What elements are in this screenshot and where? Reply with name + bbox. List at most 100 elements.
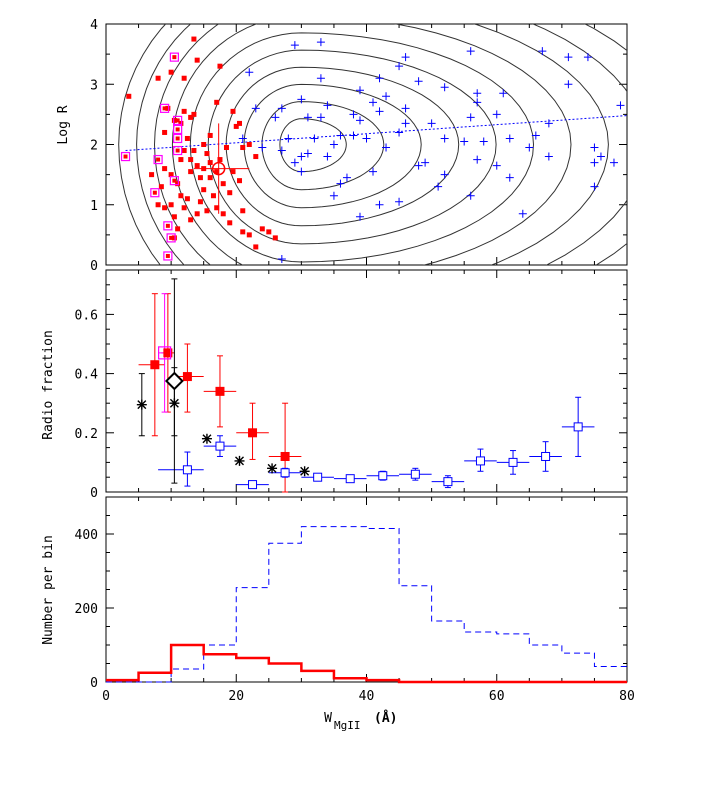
mean-marker: [211, 161, 226, 176]
data-point-pink-box: [163, 221, 173, 231]
data-point-plus: [375, 200, 384, 209]
data-point-plus: [245, 68, 254, 77]
data-point-square: [248, 428, 258, 438]
plot-frame: [105, 496, 628, 683]
panel-radio-fraction: 0 0.2 0.4 0.6: [75, 269, 628, 501]
contour-line: [279, 118, 347, 173]
data-point-square: [175, 127, 180, 132]
y-tick-label: 200: [75, 602, 98, 617]
data-point-plus: [310, 134, 319, 143]
data-point-square: [220, 211, 226, 217]
x-axis-label-unit: (Å): [374, 710, 397, 726]
data-point-plus: [290, 41, 299, 50]
data-point-square: [165, 253, 170, 258]
data-point-plus: [382, 92, 391, 101]
data-point-square: [181, 205, 187, 211]
data-point-plus: [329, 191, 338, 200]
data-point-plus: [499, 89, 508, 98]
data-point-open-square: [378, 471, 388, 481]
x-axis-label-main: W: [324, 711, 332, 726]
data-point-square: [162, 129, 168, 135]
data-point-plus: [395, 128, 404, 137]
data-point-pink-box: [169, 52, 179, 62]
data-point-plus: [395, 197, 404, 206]
data-point-square: [175, 118, 180, 123]
data-point-plus: [525, 143, 534, 152]
data-point-square: [191, 111, 197, 117]
x-tick-label: 0: [102, 689, 110, 704]
data-point-plus: [349, 110, 358, 119]
x-tick-label: 60: [489, 689, 505, 704]
data-point-open-square: [280, 468, 290, 478]
data-point-square: [197, 199, 203, 205]
data-point-plus: [238, 134, 247, 143]
data-point-square: [210, 193, 216, 199]
y-tick-label: 3: [90, 78, 98, 93]
histogram-radio: [106, 643, 627, 684]
data-point-square: [169, 235, 174, 240]
data-point-diamond: [164, 371, 184, 391]
data-point-plus: [590, 158, 599, 167]
data-point-plus: [440, 170, 449, 179]
data-point-plus: [473, 155, 482, 164]
data-point-square: [237, 178, 243, 184]
data-point-plus: [492, 110, 501, 119]
data-point-square: [152, 190, 157, 195]
data-point-plus: [544, 119, 553, 128]
ylabel-log-r: Log R: [56, 105, 71, 144]
data-point-plus: [297, 95, 306, 104]
y-tick-label: 4: [90, 18, 98, 33]
data-point-pink-box: [150, 188, 160, 198]
data-point-pink-box: [158, 346, 172, 360]
data-point-square: [217, 157, 223, 163]
ylabel-number-per-bin: Number per bin: [41, 535, 56, 645]
data-point-square: [163, 348, 173, 358]
data-point-plus: [329, 140, 338, 149]
data-point-plus: [479, 137, 488, 146]
data-point-square: [194, 57, 200, 63]
data-point-square: [194, 211, 200, 217]
data-point-square: [188, 217, 194, 223]
data-point-pink-box: [120, 151, 131, 162]
data-point-plus: [421, 158, 430, 167]
data-point-square: [197, 175, 203, 181]
data-point-square: [240, 208, 246, 214]
data-point-open-square: [215, 441, 225, 451]
contour-line: [243, 83, 422, 209]
data-point-square: [214, 169, 220, 175]
data-point-plus: [590, 182, 599, 191]
data-point-plus: [369, 98, 378, 107]
contour-line: [136, 24, 627, 265]
data-point-square: [214, 99, 220, 105]
data-point-plus: [466, 191, 475, 200]
data-point-plus: [531, 131, 540, 140]
data-point-plus: [382, 143, 391, 152]
data-point-square: [175, 226, 181, 232]
data-point-square: [181, 108, 187, 114]
data-point-square: [266, 229, 272, 235]
data-point-square: [214, 205, 220, 211]
x-axis-label-sub: MgII: [334, 719, 361, 732]
data-point-plus: [336, 179, 345, 188]
data-point-square: [184, 135, 190, 141]
data-point-plus: [251, 104, 260, 113]
data-point-plus: [303, 113, 312, 122]
data-point-square: [233, 123, 239, 129]
data-point-pink-box: [173, 124, 183, 135]
data-point-square: [165, 223, 170, 228]
data-point-asterisk: [169, 398, 180, 409]
data-point-plus: [297, 167, 306, 176]
contour-line: [118, 24, 627, 265]
contour-line: [153, 24, 609, 265]
data-point-square: [188, 114, 194, 120]
data-point-plus: [492, 161, 501, 170]
data-point-open-square: [248, 480, 258, 490]
data-point-plus: [323, 101, 332, 110]
data-point-pink-box: [173, 145, 183, 156]
data-point-plus: [316, 38, 325, 47]
data-point-square: [207, 160, 213, 166]
data-point-square: [165, 105, 171, 111]
data-point-plus: [414, 161, 423, 170]
data-point-square: [150, 360, 160, 370]
data-point-square: [171, 214, 177, 220]
